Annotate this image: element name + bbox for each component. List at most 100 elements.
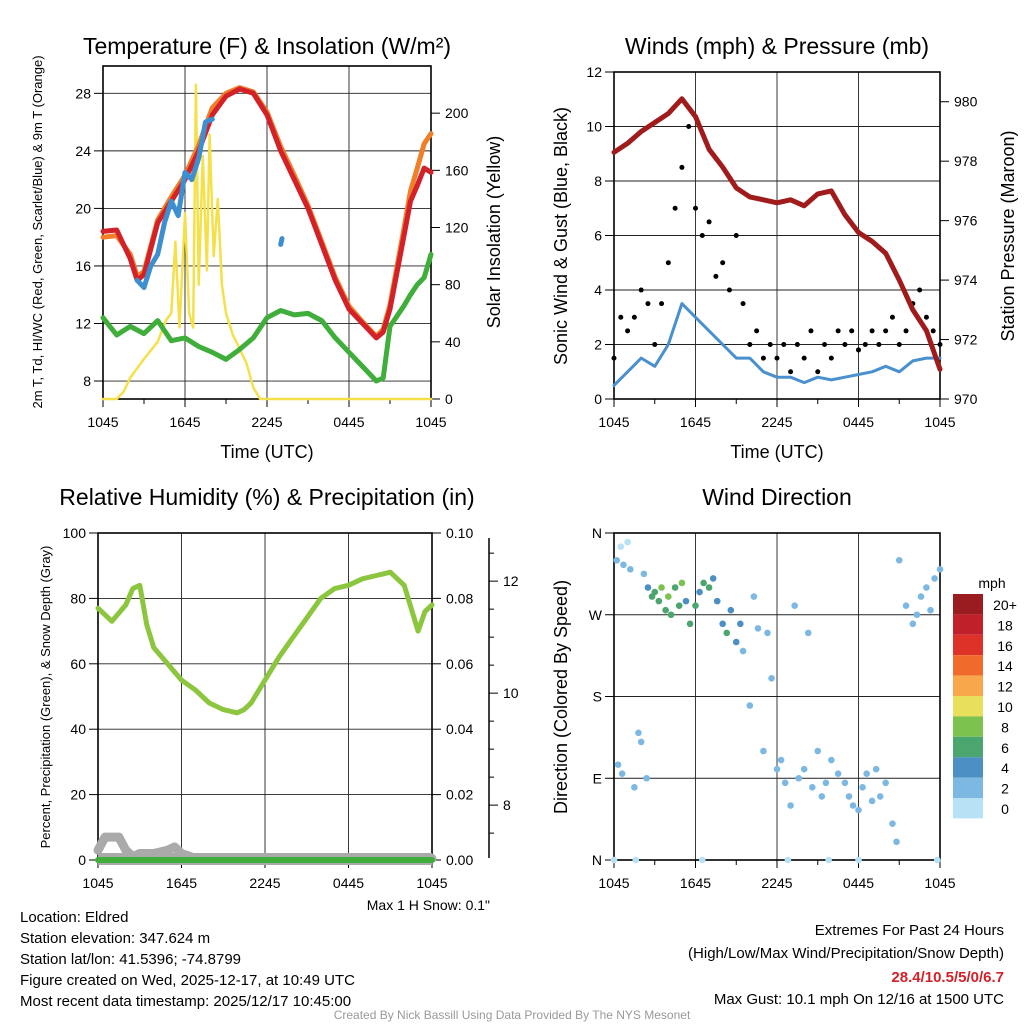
location-text: Location: Eldred xyxy=(20,909,128,926)
direction-point xyxy=(841,779,849,787)
gust-point xyxy=(930,328,936,334)
direction-point xyxy=(640,570,648,578)
series-rh xyxy=(95,569,435,716)
direction-point xyxy=(773,765,781,773)
direction-point xyxy=(764,629,771,637)
gust-point xyxy=(706,219,712,225)
direction-point xyxy=(834,770,842,778)
gust-point xyxy=(631,314,637,320)
winds-xlabel: Time (UTC) xyxy=(730,442,823,462)
direction-point xyxy=(692,602,699,609)
direction-point xyxy=(678,579,686,587)
gust-point xyxy=(713,273,719,279)
y-tick-label: 0 xyxy=(594,391,602,407)
gust-point xyxy=(659,301,665,307)
direction-point xyxy=(809,784,816,791)
direction-point xyxy=(675,602,683,609)
direction-point xyxy=(658,584,665,591)
direction-point xyxy=(855,856,862,864)
y-tick-label: 8 xyxy=(594,173,602,189)
credit-text: Created By Nick Bassill Using Data Provi… xyxy=(334,1008,691,1022)
y2-tick-label: 970 xyxy=(954,391,978,407)
direction-point xyxy=(614,761,622,768)
x-tick-label: 1045 xyxy=(924,414,955,430)
gust-point xyxy=(726,287,732,293)
direction-point xyxy=(610,856,618,864)
direction-point xyxy=(713,597,721,605)
direction-point xyxy=(700,579,707,587)
gust-point xyxy=(720,260,726,266)
solar-ylabel: Solar Insolation (Yellow) xyxy=(484,136,504,328)
colorbar-label: 16 xyxy=(997,638,1013,654)
direction-point xyxy=(655,597,663,605)
direction-point xyxy=(814,747,822,755)
direction-point xyxy=(631,784,638,791)
series-dewpoint xyxy=(100,251,434,384)
gust-point xyxy=(862,342,868,347)
direction-point xyxy=(750,593,758,600)
series-wind xyxy=(612,302,942,387)
colorbar-label: 18 xyxy=(997,617,1013,633)
colorbar-label: 0 xyxy=(1001,801,1009,817)
temperature-title: Temperature (F) & Insolation (W/m²) xyxy=(83,33,451,59)
gust-point xyxy=(869,328,875,334)
y2-tick-label: 0.04 xyxy=(446,721,473,737)
winds-panel: Winds (mph) & Pressure (mb) Time (UTC) S… xyxy=(551,33,1018,462)
y-tick-label: 40 xyxy=(70,721,86,737)
x-tick-label: 0445 xyxy=(843,875,874,891)
direction-point xyxy=(913,611,921,619)
direction-point xyxy=(651,588,659,596)
y2-tick-label: 976 xyxy=(954,213,978,229)
x-tick-label: 2245 xyxy=(249,875,280,891)
y-tick-label: 24 xyxy=(75,143,91,159)
created-text: Figure created on Wed, 2025-12-17, at 10… xyxy=(20,972,355,989)
series-wind-chill xyxy=(278,236,285,247)
direction-point xyxy=(665,593,672,600)
max-gust-text: Max Gust: 10.1 mph On 12/16 at 1500 UTC xyxy=(714,991,1004,1008)
direction-point xyxy=(637,738,645,746)
gust-point xyxy=(774,355,780,361)
pressure-ylabel: Station Pressure (Maroon) xyxy=(998,130,1018,341)
direction-point xyxy=(760,747,767,755)
x-tick-label: 1645 xyxy=(169,414,200,430)
y-tick-label: 100 xyxy=(63,525,87,541)
y-tick-label: W xyxy=(589,607,603,623)
direction-point xyxy=(845,793,853,800)
y2-tick-label: 0.06 xyxy=(446,656,473,672)
gust-point xyxy=(801,355,807,361)
direction-point xyxy=(777,756,785,764)
colorbar-swatch xyxy=(953,716,983,737)
direction-point xyxy=(828,756,835,764)
gust-point xyxy=(889,314,895,320)
gust-point xyxy=(747,342,753,347)
gust-point xyxy=(611,355,617,361)
humidity-panel: Relative Humidity (%) & Precipitation (i… xyxy=(38,484,519,913)
gust-point xyxy=(937,342,943,347)
y2-tick-label: 980 xyxy=(954,94,978,110)
direction-point xyxy=(882,779,889,787)
x-tick-label: 0445 xyxy=(843,414,874,430)
direction-point xyxy=(781,779,789,787)
temperature-panel: Temperature (F) & Insolation (W/m²) Time… xyxy=(30,33,504,462)
gust-point xyxy=(815,369,821,375)
gust-point xyxy=(693,205,698,211)
colorbar-label: 4 xyxy=(1001,760,1009,776)
gust-point xyxy=(842,342,848,347)
direction-point xyxy=(709,575,717,582)
y-tick-label: 80 xyxy=(70,590,86,606)
direction-point xyxy=(863,770,870,778)
x-tick-label: 2245 xyxy=(761,875,792,891)
direction-point xyxy=(902,602,910,609)
direction-point xyxy=(739,647,747,655)
y-tick-label: 12 xyxy=(586,64,602,80)
temperature-xlabel: Time (UTC) xyxy=(220,442,313,462)
gust-point xyxy=(835,328,841,334)
direction-point xyxy=(723,629,731,637)
direction-point xyxy=(849,802,857,809)
direction-point xyxy=(784,856,792,864)
colorbar-label: 8 xyxy=(1001,719,1009,735)
direction-point xyxy=(804,629,812,637)
direction-point xyxy=(800,765,808,773)
direction-point xyxy=(635,729,642,737)
